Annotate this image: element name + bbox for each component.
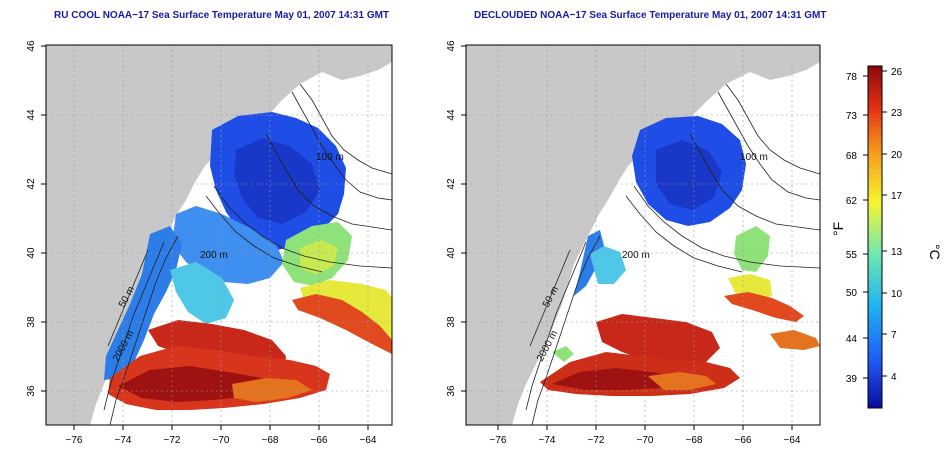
y-tick-label: 38 bbox=[446, 316, 457, 328]
panel-title-left: RU COOL NOAA−17 Sea Surface Temperature … bbox=[54, 10, 390, 21]
y-tick-label: 46 bbox=[26, 40, 37, 52]
fahrenheit-tick: 68 bbox=[846, 151, 858, 162]
x-tick-label: −68 bbox=[262, 435, 279, 446]
fahrenheit-tick: 78 bbox=[846, 72, 858, 83]
celsius-unit-label: °C bbox=[927, 244, 943, 260]
contour-label-100m: 100 m bbox=[740, 152, 768, 163]
x-tick-label: −66 bbox=[735, 435, 752, 446]
celsius-tick: 26 bbox=[891, 67, 903, 78]
contour-label-200m: 200 m bbox=[622, 250, 650, 261]
grid-lines bbox=[46, 45, 392, 425]
y-tick-label: 36 bbox=[26, 385, 37, 397]
x-tick-label: −74 bbox=[115, 435, 132, 446]
y-tick-label: 38 bbox=[26, 316, 37, 328]
y-tick-label: 42 bbox=[446, 178, 457, 190]
land-mass bbox=[46, 45, 392, 425]
map-panel-left: 100 m 200 m 50 m 2000 m −76 −74 −72 −70 … bbox=[26, 40, 393, 446]
fahrenheit-tick: 44 bbox=[846, 334, 858, 345]
x-tick-label: −74 bbox=[539, 435, 556, 446]
land-mass bbox=[466, 45, 820, 425]
x-tick-label: −64 bbox=[360, 435, 377, 446]
celsius-tick: 20 bbox=[891, 150, 903, 161]
plot-frame bbox=[45, 44, 393, 426]
y-tick-label: 40 bbox=[446, 247, 457, 259]
fahrenheit-tick: 50 bbox=[846, 288, 858, 299]
sst-field bbox=[104, 112, 392, 410]
celsius-tick: 23 bbox=[891, 108, 903, 119]
contour-label-200m: 200 m bbox=[200, 250, 228, 261]
contour-label-100m: 100 m bbox=[316, 152, 344, 163]
y-tick-label: 36 bbox=[446, 385, 457, 397]
y-tick-label: 46 bbox=[446, 40, 457, 52]
panel-title-right: DECLOUDED NOAA−17 Sea Surface Temperatur… bbox=[474, 10, 827, 21]
color-bar: 78 73 68 62 55 50 44 39 26 23 20 17 13 1… bbox=[830, 65, 943, 409]
fahrenheit-tick: 55 bbox=[846, 250, 858, 261]
x-tick-label: −66 bbox=[311, 435, 328, 446]
x-tick-label: −72 bbox=[588, 435, 605, 446]
x-tick-label: −70 bbox=[213, 435, 230, 446]
x-tick-label: −76 bbox=[490, 435, 507, 446]
bathymetry-contours bbox=[103, 83, 392, 425]
fahrenheit-tick: 62 bbox=[846, 196, 858, 207]
celsius-tick: 13 bbox=[891, 247, 903, 258]
fahrenheit-unit-label: °F bbox=[830, 222, 846, 236]
grid-lines bbox=[466, 45, 820, 425]
y-tick-label: 44 bbox=[26, 109, 37, 121]
fahrenheit-tick: 73 bbox=[846, 111, 858, 122]
fahrenheit-tick: 39 bbox=[846, 374, 858, 385]
y-tick-label: 40 bbox=[26, 247, 37, 259]
sst-field bbox=[540, 116, 820, 396]
celsius-tick: 10 bbox=[891, 289, 903, 300]
x-tick-label: −68 bbox=[686, 435, 703, 446]
y-tick-label: 44 bbox=[446, 109, 457, 121]
bathymetry-contours bbox=[525, 83, 820, 425]
x-tick-label: −76 bbox=[66, 435, 83, 446]
x-tick-label: −70 bbox=[637, 435, 654, 446]
celsius-tick: 17 bbox=[891, 191, 903, 202]
x-tick-label: −64 bbox=[784, 435, 801, 446]
y-tick-label: 42 bbox=[26, 178, 37, 190]
x-tick-label: −72 bbox=[164, 435, 181, 446]
map-panel-right: 100 m 200 m 50 m 2000 m −76 −74 −72 −70 … bbox=[446, 40, 821, 446]
celsius-tick: 7 bbox=[891, 330, 897, 341]
color-bar-gradient bbox=[867, 65, 883, 409]
celsius-tick: 4 bbox=[891, 372, 897, 383]
plot-frame bbox=[465, 44, 821, 426]
